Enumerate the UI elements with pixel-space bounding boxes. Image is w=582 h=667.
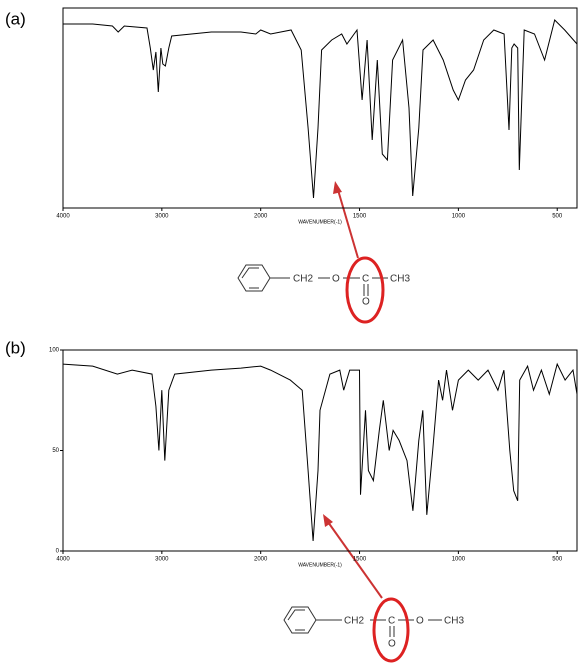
structure-b — [283, 606, 442, 637]
x-tick-label: 1000 — [452, 557, 466, 563]
x-tick-label: 4000 — [56, 214, 70, 220]
group-label: O — [388, 639, 396, 650]
spectrum-line — [63, 19, 578, 199]
group-label: CH3 — [390, 274, 410, 285]
arrow — [333, 181, 359, 259]
highlight — [345, 256, 385, 324]
y-tick-label: 100 — [49, 348, 60, 354]
x-axis-label: WAVENUMBER(-1) — [298, 562, 342, 568]
spectrum-line — [62, 362, 578, 542]
plot-frame — [62, 7, 578, 209]
x-tick-label: 2000 — [254, 557, 268, 563]
x-tick-label: 1500 — [353, 557, 367, 563]
plot-frame — [62, 349, 578, 552]
group-label: CH2 — [344, 616, 364, 627]
x-tick-label: 500 — [552, 557, 563, 563]
group-label: O — [362, 297, 370, 308]
group-label: C — [388, 616, 395, 627]
group-label: C — [362, 274, 369, 285]
y-tick-label: 50 — [52, 448, 59, 454]
panel-label: (a) — [5, 9, 26, 28]
group-label: O — [332, 274, 340, 285]
x-tick-label: 500 — [552, 214, 563, 220]
arrow — [323, 514, 383, 599]
x-axis-label: WAVENUMBER(-1) — [298, 219, 342, 225]
panel-label: (b) — [5, 338, 26, 357]
x-tick-label: 1500 — [353, 214, 367, 220]
x-tick-label: 2000 — [254, 214, 268, 220]
group-label: CH2 — [293, 274, 313, 285]
x-tick-label: 1000 — [452, 214, 466, 220]
x-tick-label: 3000 — [155, 214, 169, 220]
structure-a — [237, 264, 388, 296]
x-tick-label: 3000 — [155, 557, 169, 563]
group-label: CH3 — [444, 616, 464, 627]
x-tick-label: 4000 — [56, 557, 70, 563]
group-label: O — [416, 616, 424, 627]
highlight — [372, 597, 410, 663]
y-tick-label: 0 — [56, 549, 60, 555]
